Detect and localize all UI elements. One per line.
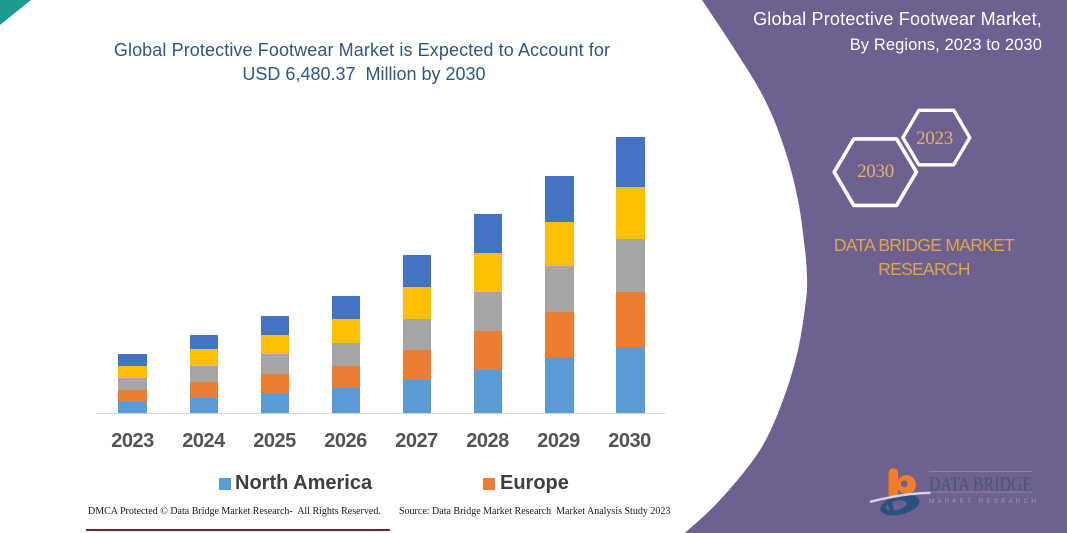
- svg-text:DATA BRIDGE: DATA BRIDGE: [929, 474, 1032, 496]
- svg-text:MARKET RESEARCH: MARKET RESEARCH: [929, 498, 1039, 505]
